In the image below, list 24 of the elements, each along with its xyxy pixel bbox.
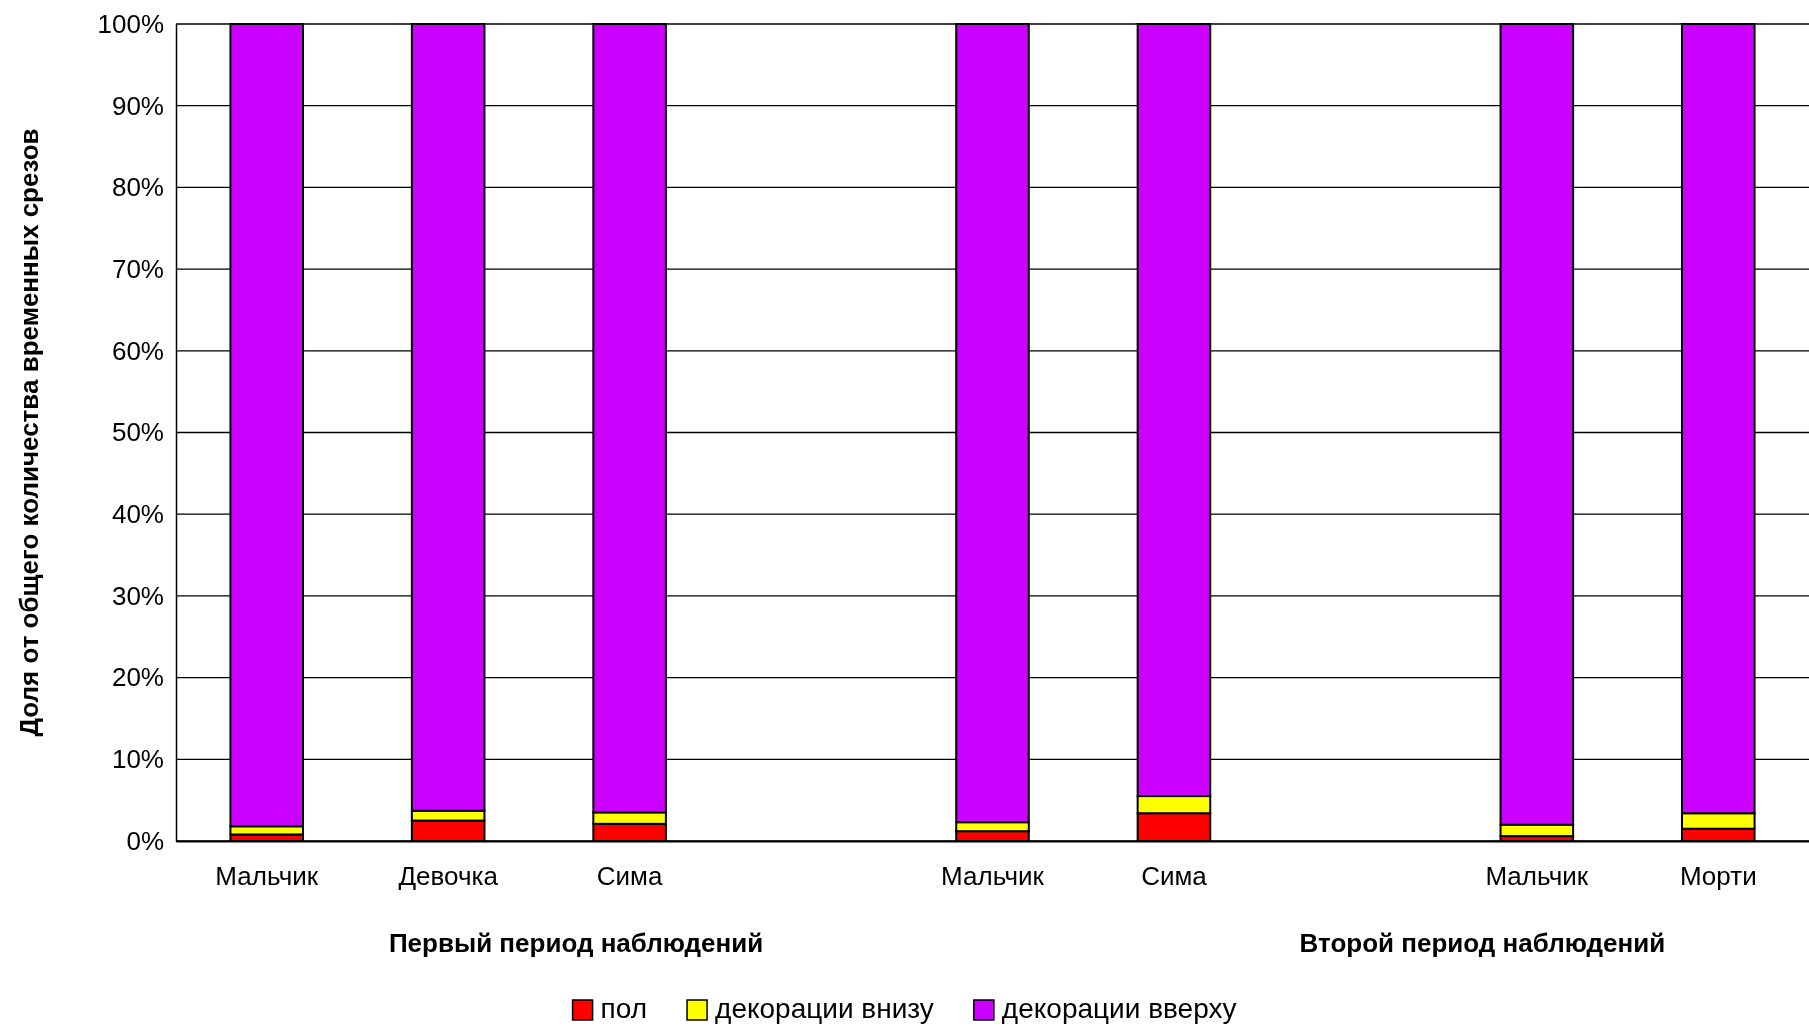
x-tick-label: Девочка bbox=[398, 861, 499, 892]
legend-label: декорации внизу bbox=[715, 993, 934, 1024]
y-tick-label: 70% bbox=[111, 253, 164, 284]
y-tick-label: 40% bbox=[111, 499, 164, 530]
y-tick-label: 100% bbox=[97, 8, 164, 39]
y-tick-label: 20% bbox=[111, 662, 164, 693]
text: Первый период наблюдений bbox=[388, 928, 764, 958]
y-axis-title: Доля от общего количества временных срезов bbox=[14, 128, 44, 737]
x-tick-label: Сима bbox=[1141, 861, 1208, 892]
y-tick-label: 0% bbox=[126, 825, 164, 856]
text: Второй период наблюдений bbox=[1299, 928, 1666, 958]
x-tick-label: Сима bbox=[596, 861, 663, 892]
y-tick-label: 30% bbox=[111, 580, 164, 611]
legend-label: пол bbox=[600, 993, 648, 1024]
x-tick-label: Мальчик bbox=[941, 861, 1045, 892]
y-tick-label: 90% bbox=[111, 90, 164, 121]
y-tick-label: 50% bbox=[111, 417, 164, 448]
x-tick-label: Морти bbox=[1679, 861, 1757, 892]
y-tick-label: 80% bbox=[111, 172, 164, 203]
x-tick-label: Мальчик bbox=[1485, 861, 1589, 892]
y-tick-label: 60% bbox=[111, 335, 164, 366]
y-tick-label: 10% bbox=[111, 744, 164, 775]
legend-label: декорации вверху bbox=[1001, 993, 1237, 1024]
x-tick-label: Мальчик bbox=[215, 861, 319, 892]
